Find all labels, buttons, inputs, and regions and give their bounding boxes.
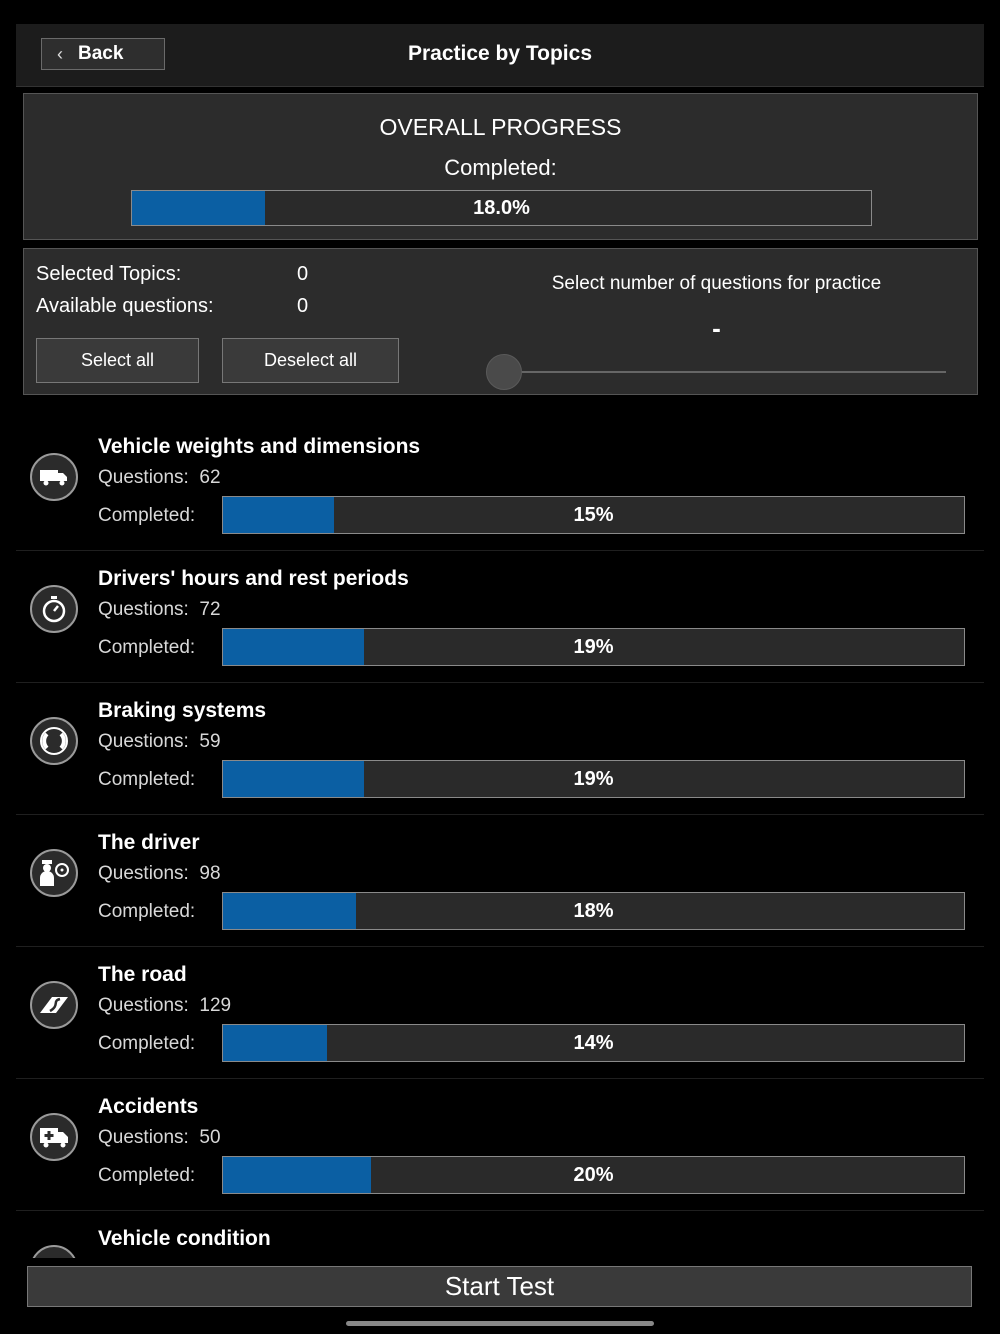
overall-progress-fill <box>132 191 266 225</box>
topic-row[interactable]: The driver Questions: 98 Completed: 18% <box>0 816 1000 948</box>
topic-progress-text: 14% <box>573 1031 614 1054</box>
road-icon <box>30 981 78 1029</box>
topic-progress-fill <box>223 629 364 665</box>
topic-row[interactable]: The road Questions: 129 Completed: 14% <box>0 948 1000 1080</box>
topic-name: Vehicle condition <box>98 1227 271 1250</box>
selected-topics-label: Selected Topics: <box>36 263 182 285</box>
topic-progress-fill <box>223 497 335 533</box>
ambulance-icon <box>30 1113 78 1161</box>
topic-name: Braking systems <box>98 699 267 722</box>
overall-progress-title: OVERALL PROGRESS <box>379 114 622 140</box>
topic-completed-label: Completed: <box>98 505 196 526</box>
question-count-slider-knob[interactable] <box>486 354 522 390</box>
chevron-left-icon: ‹ <box>57 43 63 64</box>
row-divider <box>16 814 984 815</box>
topic-row[interactable]: Vehicle condition <box>0 1212 1000 1258</box>
back-button[interactable]: ‹ Back <box>41 38 165 70</box>
question-count-slider-track[interactable] <box>522 371 946 373</box>
topic-progress-bar: 18% <box>222 892 965 930</box>
topic-completed-label: Completed: <box>98 1033 196 1054</box>
overall-completed-label: Completed: <box>444 155 557 180</box>
topic-completed-label: Completed: <box>98 901 196 922</box>
overall-progress-bar: 18.0% <box>131 190 872 226</box>
topic-row[interactable]: Vehicle weights and dimensions Questions… <box>0 420 1000 552</box>
topic-progress-fill <box>223 1157 372 1193</box>
stopwatch-icon <box>30 585 78 633</box>
topic-progress-bar: 20% <box>222 1156 965 1194</box>
row-divider <box>16 1078 984 1079</box>
topic-progress-fill <box>223 1025 327 1061</box>
topic-row[interactable]: Drivers' hours and rest periods Question… <box>0 552 1000 684</box>
topic-completed-label: Completed: <box>98 637 196 658</box>
topic-progress-fill <box>223 761 364 797</box>
topic-completed-label: Completed: <box>98 1165 196 1186</box>
row-divider <box>16 682 984 683</box>
brake-icon <box>30 717 78 765</box>
topic-progress-text: 19% <box>573 767 614 790</box>
selected-topics-value: 0 <box>297 263 309 285</box>
topic-completed-label: Completed: <box>98 769 196 790</box>
nav-header: ‹ Back Practice by Topics <box>16 24 984 87</box>
topic-progress-text: 20% <box>573 1163 614 1186</box>
overall-progress-text: 18.0% <box>473 196 530 219</box>
topic-name: Vehicle weights and dimensions <box>98 435 421 458</box>
page-title: Practice by Topics <box>407 42 593 65</box>
topic-name: The driver <box>98 831 200 854</box>
topic-progress-bar: 15% <box>222 496 965 534</box>
topic-name: Drivers' hours and rest periods <box>98 567 409 590</box>
topic-row[interactable]: Accidents Questions: 50 Completed: 20% <box>0 1080 1000 1212</box>
topic-questions: Questions: 59 <box>98 731 221 752</box>
topic-questions: Questions: 72 <box>98 599 221 620</box>
topic-questions: Questions: 50 <box>98 1127 221 1148</box>
available-questions-value: 0 <box>297 295 309 317</box>
topic-progress-bar: 14% <box>222 1024 965 1062</box>
question-count-value: - <box>712 313 721 343</box>
topic-progress-text: 15% <box>573 503 614 526</box>
topic-progress-text: 18% <box>573 899 614 922</box>
deselect-all-button[interactable]: Deselect all <box>222 338 399 383</box>
topic-progress-fill <box>223 893 357 929</box>
topic-questions: Questions: 62 <box>98 467 221 488</box>
topic-name: The road <box>98 963 187 986</box>
topic-progress-bar: 19% <box>222 760 965 798</box>
select-all-button[interactable]: Select all <box>36 338 199 383</box>
available-questions-label: Available questions: <box>36 295 214 317</box>
topic-progress-bar: 19% <box>222 628 965 666</box>
row-divider <box>16 550 984 551</box>
topic-progress-text: 19% <box>573 635 614 658</box>
topic-list[interactable]: Vehicle weights and dimensions Questions… <box>0 420 1000 1258</box>
truck-icon <box>30 453 78 501</box>
overall-progress-panel: OVERALL PROGRESS Completed: 18.0% <box>23 93 978 240</box>
topic-name: Accidents <box>98 1095 199 1118</box>
home-indicator <box>346 1321 654 1326</box>
topic-questions: Questions: 98 <box>98 863 221 884</box>
vehicle-condition-icon <box>30 1245 78 1258</box>
topic-row[interactable]: Braking systems Questions: 59 Completed:… <box>0 684 1000 816</box>
row-divider <box>16 946 984 947</box>
question-count-label: Select number of questions for practice <box>551 273 882 294</box>
selection-panel: Selected Topics: 0 Available questions: … <box>23 248 978 395</box>
topic-questions: Questions: 129 <box>98 995 232 1016</box>
row-divider <box>16 1210 984 1211</box>
back-label: Back <box>78 43 124 64</box>
driver-icon <box>30 849 78 897</box>
start-test-button[interactable]: Start Test <box>27 1266 972 1307</box>
